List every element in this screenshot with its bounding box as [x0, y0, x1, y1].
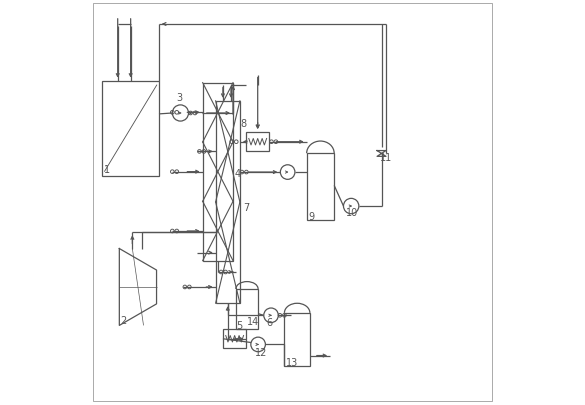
- Text: 11: 11: [380, 152, 392, 162]
- Bar: [307, 154, 334, 221]
- Text: 7: 7: [243, 202, 249, 213]
- Text: 1: 1: [104, 164, 109, 174]
- Text: 9: 9: [308, 211, 314, 222]
- Circle shape: [264, 308, 278, 323]
- Text: 14: 14: [247, 316, 259, 326]
- Circle shape: [343, 199, 359, 214]
- Text: 3: 3: [176, 92, 183, 102]
- Text: 13: 13: [285, 357, 298, 367]
- Bar: [216, 102, 240, 303]
- Text: 6: 6: [267, 317, 273, 327]
- Text: 2: 2: [121, 315, 127, 326]
- Bar: [236, 289, 258, 330]
- Circle shape: [280, 165, 295, 180]
- Text: 4: 4: [235, 168, 241, 178]
- Text: 10: 10: [346, 207, 359, 217]
- Bar: [102, 81, 159, 176]
- Bar: [284, 313, 310, 366]
- Bar: [202, 83, 233, 261]
- Circle shape: [251, 337, 266, 352]
- Text: 8: 8: [240, 119, 247, 129]
- Text: 12: 12: [255, 347, 268, 357]
- Circle shape: [173, 106, 188, 122]
- Text: 5: 5: [237, 320, 243, 330]
- Bar: [223, 329, 246, 349]
- Bar: [246, 133, 270, 152]
